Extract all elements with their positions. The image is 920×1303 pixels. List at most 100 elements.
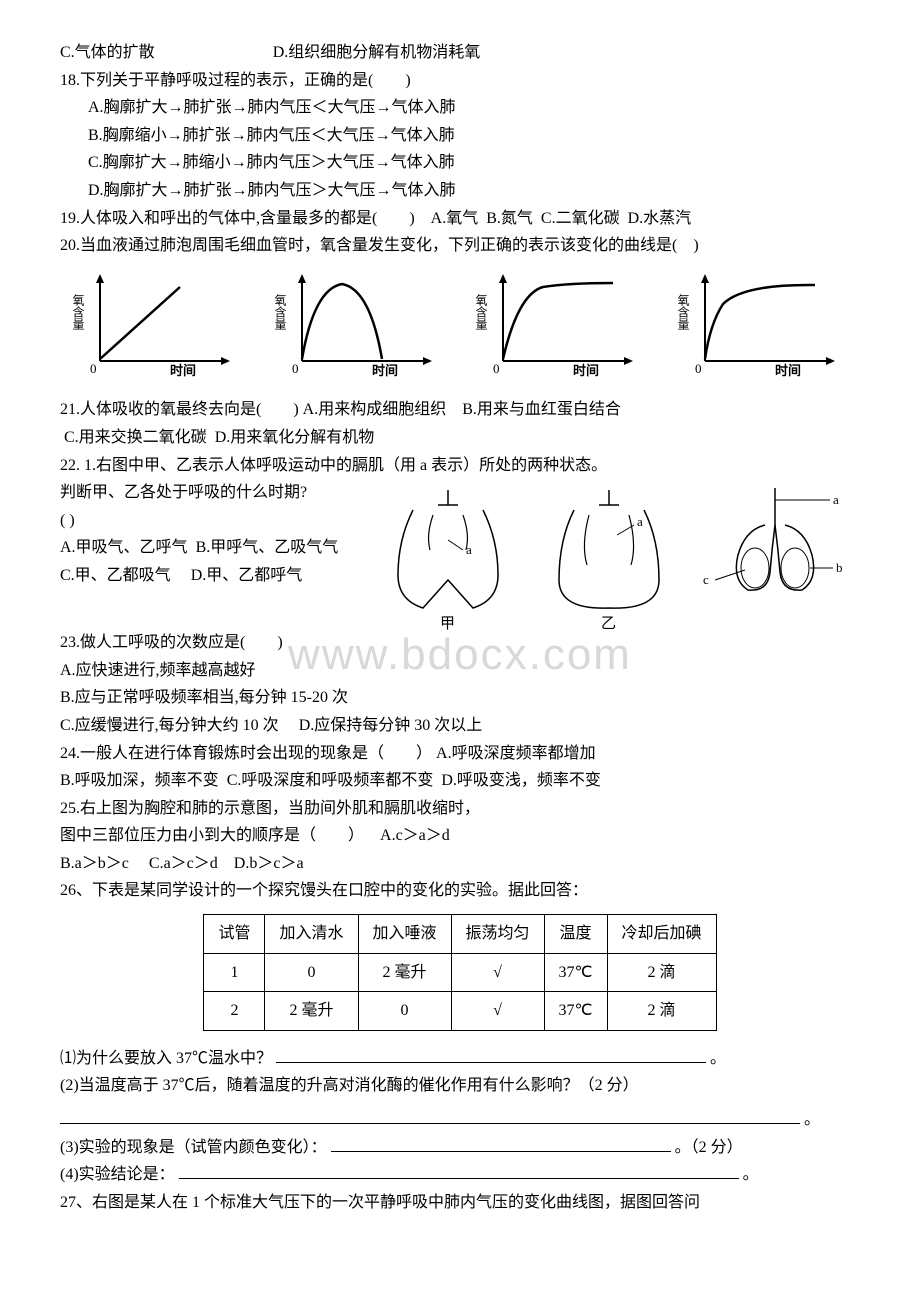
td: 0 (265, 953, 358, 992)
q21-stem: 21.人体吸收的氧最终去向是( ) (60, 401, 299, 418)
q19-line: 19.人体吸入和呼出的气体中,含量最多的都是( ) A.氧气 B.氮气 C.二氧… (60, 206, 860, 232)
q26-sub3-end: 。（2 分） (675, 1139, 743, 1156)
svg-text:氧含量: 氧含量 (676, 293, 690, 329)
th-1: 加入清水 (265, 915, 358, 954)
td: √ (451, 992, 544, 1031)
q18-stem: 18.下列关于平静呼吸过程的表示，正确的是( ) (60, 68, 860, 94)
document-body: C.气体的扩散 D.组织细胞分解有机物消耗氧 18.下列关于平静呼吸过程的表示，… (60, 40, 860, 1215)
q24-line1: 24.一般人在进行体育锻炼时会出现的现象是（ ） A.呼吸深度频率都增加 (60, 741, 860, 767)
q22-stem2: 判断甲、乙各处于呼吸的什么时期? (60, 480, 360, 506)
diagram-jia-a-label: a (466, 542, 472, 557)
table-row: 2 2 毫升 0 √ 37℃ 2 滴 (204, 992, 716, 1031)
blank-fill[interactable] (179, 1163, 739, 1179)
q19-c: C.二氧化碳 (541, 210, 620, 227)
svg-text:氧含量: 氧含量 (474, 293, 488, 329)
q26-sub4-text: (4)实验结论是： (60, 1166, 175, 1183)
q21-a: A.用来构成细胞组织 (303, 401, 447, 418)
q20-stem: 20.当血液通过肺泡周围毛细血管时，氧含量发生变化，下列正确的表示该变化的曲线是… (60, 233, 860, 259)
q25-b: B.a＞b＞c (60, 855, 129, 872)
q25-c: C.a＞c＞d (149, 855, 218, 872)
q26-stem: 26、下表是某同学设计的一个探究馒头在口腔中的变化的实验。据此回答： (60, 878, 860, 904)
period: 。 (710, 1050, 726, 1067)
q22-cd: C.甲、乙都吸气 D.甲、乙都呼气 (60, 563, 360, 589)
q26-sub1: ⑴为什么要放入 37℃温水中？ 。 (60, 1046, 860, 1072)
diagram-yi-a-label: a (637, 514, 643, 529)
td: 1 (204, 953, 265, 992)
q24-a: A.呼吸深度频率都增加 (436, 745, 596, 762)
chart-ylabel: 氧含量 (71, 293, 85, 329)
diagram-label-c: c (703, 572, 709, 587)
diagram-jia-label: 甲 (440, 616, 455, 630)
q21-d: D.用来氧化分解有机物 (215, 429, 375, 446)
td: 37℃ (544, 992, 607, 1031)
q23-stem: 23.做人工呼吸的次数应是( ) (60, 630, 860, 656)
q22-blank: ( ) (60, 508, 360, 534)
q25-stem1: 25.右上图为胸腔和肺的示意图，当肋间外肌和膈肌收缩时， (60, 796, 860, 822)
q18-a: A.胸廓扩大→肺扩张→肺内气压＜大气压→气体入肺 (60, 95, 860, 121)
q22-ab: A.甲吸气、乙呼气 B.甲呼气、乙吸气气 (60, 535, 360, 561)
svg-text:0: 0 (292, 361, 299, 376)
chart-d: 氧含量 0 时间 (675, 269, 850, 388)
th-2: 加入唾液 (358, 915, 451, 954)
svg-text:时间: 时间 (775, 363, 801, 378)
q22-wrap: 判断甲、乙各处于呼吸的什么时期? ( ) A.甲吸气、乙呼气 B.甲呼气、乙吸气… (60, 480, 860, 630)
q21-line1: 21.人体吸收的氧最终去向是( ) A.用来构成细胞组织 B.用来与血红蛋白结合 (60, 397, 860, 423)
q23-a: A.应快速进行,频率越高越好 (60, 658, 860, 684)
td: 0 (358, 992, 451, 1031)
th-4: 温度 (544, 915, 607, 954)
q25-line2: 图中三部位压力由小到大的顺序是（ ） A.c＞a＞d (60, 823, 860, 849)
q24-d: D.呼吸变浅，频率不变 (441, 772, 601, 789)
q26-table: 试管 加入清水 加入唾液 振荡均匀 温度 冷却后加碘 1 0 2 毫升 √ 37… (203, 914, 716, 1031)
td: 2 毫升 (265, 992, 358, 1031)
q17-options-cd: C.气体的扩散 D.组织细胞分解有机物消耗氧 (60, 40, 860, 66)
q19-d: D.水蒸汽 (628, 210, 692, 227)
q22-b: B.甲呼气、乙吸气 (196, 539, 323, 556)
q25-stem2: 图中三部位压力由小到大的顺序是（ ） (60, 827, 364, 844)
q23-cd: C.应缓慢进行,每分钟大约 10 次 D.应保持每分钟 30 次以上 (60, 713, 860, 739)
th-5: 冷却后加碘 (607, 915, 716, 954)
q23-b: B.应与正常呼吸频率相当,每分钟 15-20 次 (60, 685, 860, 711)
td: 2 滴 (607, 953, 716, 992)
table-row: 1 0 2 毫升 √ 37℃ 2 滴 (204, 953, 716, 992)
svg-text:氧含量: 氧含量 (273, 293, 287, 329)
q18-b: B.胸廓缩小→肺扩张→肺内气压＜大气压→气体入肺 (60, 123, 860, 149)
q24-line2: B.呼吸加深，频率不变 C.呼吸深度和呼吸频率都不变 D.呼吸变浅，频率不变 (60, 768, 860, 794)
q25-d: D.b＞c＞a (234, 855, 304, 872)
q26-sub2-blank: 。 (60, 1107, 860, 1133)
svg-text:时间: 时间 (372, 363, 398, 378)
q26-sub2: (2)当温度高于 37℃后，随着温度的升高对消化酶的催化作用有什么影响？（2 分… (60, 1073, 860, 1099)
q24-b: B.呼吸加深，频率不变 (60, 772, 219, 789)
q18-c: C.胸廓扩大→肺缩小→肺内气压＞大气压→气体入肺 (60, 150, 860, 176)
diagram-label-a: a (833, 492, 839, 507)
chart-a: 氧含量 0 时间 (70, 269, 245, 388)
q19-a: A.氧气 (431, 210, 479, 227)
diagram-label-b: b (836, 560, 843, 575)
svg-text:时间: 时间 (573, 363, 599, 378)
chart-b: 氧含量 0 时间 (272, 269, 447, 388)
period: 。 (743, 1166, 759, 1183)
q21-b: B.用来与血红蛋白结合 (462, 401, 621, 418)
svg-text:0: 0 (695, 361, 702, 376)
blank-fill[interactable] (60, 1108, 800, 1124)
td: 2 毫升 (358, 953, 451, 992)
blank-fill[interactable] (276, 1047, 706, 1063)
q24-c: C.呼吸深度和呼吸频率都不变 (227, 772, 434, 789)
q26-sub3-text: (3)实验的现象是（试管内颜色变化）： (60, 1139, 327, 1156)
q25-line3: B.a＞b＞c C.a＞c＞d D.b＞c＞a (60, 851, 860, 877)
q21-c: C.用来交换二氧化碳 (64, 429, 207, 446)
q17-c: C.气体的扩散 (60, 44, 155, 61)
q26-sub4: (4)实验结论是： 。 (60, 1162, 860, 1188)
q24-stem: 24.一般人在进行体育锻炼时会出现的现象是（ ） (60, 745, 432, 762)
q22-c: C.甲、乙都吸气 (60, 567, 171, 584)
td: √ (451, 953, 544, 992)
blank-fill[interactable] (331, 1136, 671, 1152)
chart-xlabel: 时间 (170, 363, 196, 378)
td: 37℃ (544, 953, 607, 992)
q23-d: D.应保持每分钟 30 次以上 (299, 717, 483, 734)
q19-stem: 19.人体吸入和呼出的气体中,含量最多的都是( ) (60, 210, 415, 227)
q21-line2: C.用来交换二氧化碳 D.用来氧化分解有机物 (60, 425, 860, 451)
diagram-yi-label: 乙 (601, 616, 616, 630)
q23-c: C.应缓慢进行,每分钟大约 10 次 (60, 717, 279, 734)
diagram-chest-lung: a b c (700, 480, 850, 630)
q26-sub3: (3)实验的现象是（试管内颜色变化）： 。（2 分） (60, 1135, 860, 1161)
